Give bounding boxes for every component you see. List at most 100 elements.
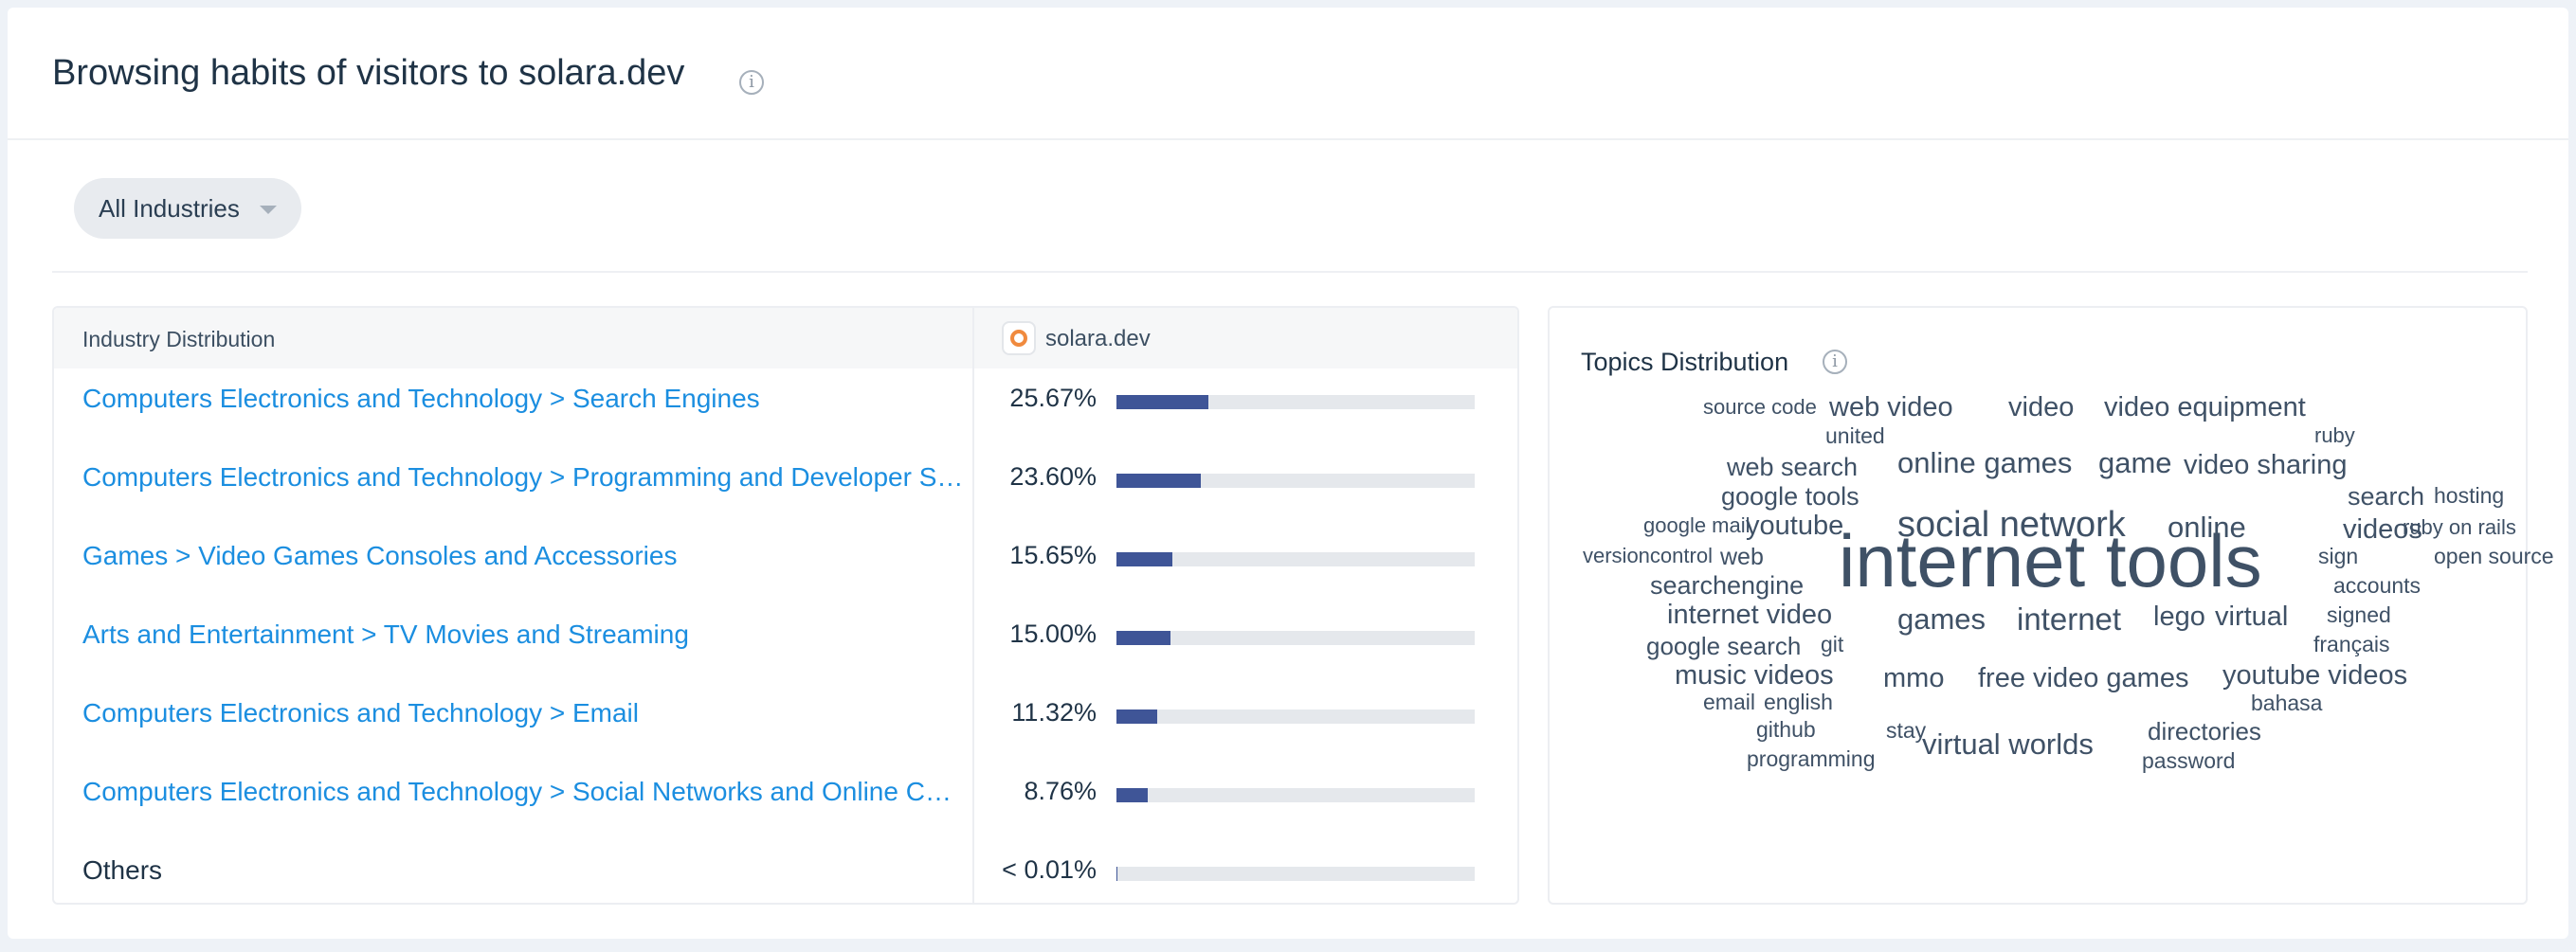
- page-title: Browsing habits of visitors to solara.de…: [52, 53, 685, 93]
- share-bar-track: [1116, 788, 1475, 802]
- site-favicon-icon: [1002, 321, 1036, 355]
- topic-word[interactable]: music videos: [1675, 660, 1834, 691]
- industry-link[interactable]: Games > Video Games Consoles and Accesso…: [82, 541, 678, 570]
- share-bar-track: [1116, 631, 1475, 645]
- table-row: Computers Electronics and Technology > P…: [54, 462, 1517, 541]
- info-icon[interactable]: i: [1823, 350, 1847, 374]
- topic-word[interactable]: searchengine: [1650, 571, 1805, 600]
- table-header: Industry Distribution solara.dev: [54, 308, 1517, 368]
- topic-word[interactable]: hosting: [2434, 483, 2505, 508]
- topic-word[interactable]: accounts: [2333, 573, 2422, 598]
- topic-word[interactable]: united: [1825, 423, 1885, 448]
- share-bar-fill: [1116, 395, 1208, 409]
- share-bar-track: [1116, 710, 1475, 724]
- topic-word[interactable]: lego: [2153, 602, 2205, 632]
- topic-word[interactable]: mmo: [1883, 663, 1945, 693]
- topic-word[interactable]: web search: [1727, 453, 1859, 481]
- topic-word[interactable]: video: [2008, 392, 2075, 422]
- topic-word[interactable]: ruby: [2314, 423, 2355, 447]
- share-percent: < 0.01%: [1002, 855, 1097, 884]
- topic-word[interactable]: virtual: [2215, 602, 2289, 632]
- others-label: Others: [82, 855, 163, 885]
- topics-distribution-panel: Topics Distribution i source code web vid…: [1548, 306, 2554, 905]
- topic-word[interactable]: online games: [1897, 446, 2073, 479]
- topic-word[interactable]: english: [1764, 690, 1833, 714]
- topic-word[interactable]: github: [1756, 717, 1816, 742]
- topic-word[interactable]: sign: [2318, 544, 2359, 568]
- topic-word[interactable]: free video games: [1978, 663, 2189, 693]
- topic-word[interactable]: google tools: [1721, 482, 1859, 511]
- topic-word[interactable]: search: [2348, 482, 2425, 511]
- industry-link[interactable]: Computers Electronics and Technology > S…: [82, 777, 964, 806]
- topic-word[interactable]: email: [1703, 690, 1755, 714]
- topic-word[interactable]: signed: [2327, 602, 2391, 627]
- topic-word[interactable]: google mail: [1643, 513, 1751, 537]
- topic-word[interactable]: source code: [1703, 395, 1817, 419]
- share-bar-fill: [1116, 710, 1157, 724]
- table-row: Computers Electronics and Technology > S…: [54, 777, 1517, 855]
- topic-word[interactable]: virtual worlds: [1922, 727, 2094, 761]
- main-card: Browsing habits of visitors to solara.de…: [8, 8, 2568, 939]
- site-column-header: solara.dev: [1045, 326, 1151, 351]
- topic-word[interactable]: video equipment: [2104, 392, 2306, 422]
- share-percent: 25.67%: [1009, 384, 1097, 412]
- share-percent: 8.76%: [1024, 777, 1097, 805]
- topic-word[interactable]: internet: [2017, 602, 2122, 637]
- info-icon[interactable]: i: [739, 70, 764, 95]
- share-bar-fill: [1116, 631, 1170, 645]
- table-row: Computers Electronics and Technology > E…: [54, 698, 1517, 777]
- table-row: Arts and Entertainment > TV Movies and S…: [54, 620, 1517, 698]
- topic-word[interactable]: web video: [1829, 392, 1953, 422]
- topic-word[interactable]: web: [1720, 544, 1764, 570]
- topic-word[interactable]: open source: [2434, 544, 2554, 568]
- share-percent: 23.60%: [1009, 462, 1097, 491]
- industry-distribution-header: Industry Distribution: [82, 327, 276, 351]
- industry-distribution-panel: Industry Distribution solara.dev Compute…: [52, 306, 1519, 905]
- share-bar-fill: [1116, 788, 1149, 802]
- topic-word[interactable]: videos: [2343, 514, 2422, 545]
- share-percent: 15.00%: [1009, 620, 1097, 648]
- table-row: Others < 0.01%: [54, 855, 1517, 903]
- topic-word[interactable]: games: [1897, 602, 1986, 636]
- card-header: Browsing habits of visitors to solara.de…: [8, 8, 2568, 140]
- table-row: Games > Video Games Consoles and Accesso…: [54, 541, 1517, 620]
- topic-word[interactable]: game: [2098, 446, 2172, 479]
- industry-link[interactable]: Computers Electronics and Technology > E…: [82, 698, 640, 727]
- share-bar-track: [1116, 395, 1475, 409]
- topic-word[interactable]: programming: [1747, 746, 1876, 771]
- share-bar-track: [1116, 552, 1475, 566]
- topic-word[interactable]: social network: [1897, 505, 2126, 545]
- industry-link[interactable]: Arts and Entertainment > TV Movies and S…: [82, 620, 689, 649]
- topic-word[interactable]: versioncontrol: [1583, 544, 1713, 567]
- industry-filter-dropdown[interactable]: All Industries: [74, 178, 301, 239]
- industry-filter-label: All Industries: [99, 194, 240, 223]
- share-bar-track: [1116, 474, 1475, 488]
- table-row: Computers Electronics and Technology > S…: [54, 384, 1517, 462]
- topic-word[interactable]: video sharing: [2184, 450, 2348, 480]
- industry-link[interactable]: Computers Electronics and Technology > P…: [82, 462, 964, 492]
- chevron-down-icon: [260, 206, 277, 214]
- topics-title: Topics Distribution: [1581, 348, 1789, 376]
- share-bar-track: [1116, 867, 1475, 881]
- topic-word[interactable]: stay: [1886, 718, 1927, 743]
- share-percent: 15.65%: [1009, 541, 1097, 569]
- topic-word[interactable]: ruby on rails: [2403, 515, 2516, 539]
- share-bar-fill: [1116, 867, 1118, 881]
- topic-word[interactable]: français: [2313, 632, 2390, 656]
- topic-word[interactable]: internet video: [1667, 600, 1833, 630]
- share-bar-fill: [1116, 474, 1202, 488]
- topic-word[interactable]: internet tools: [1839, 519, 2262, 602]
- divider: [52, 271, 2528, 273]
- topic-word[interactable]: bahasa: [2251, 691, 2323, 715]
- topic-word[interactable]: youtube videos: [2222, 660, 2408, 691]
- topics-word-cloud: source code web video video video equipment…: [1550, 308, 2554, 903]
- topic-word[interactable]: youtube: [1746, 511, 1844, 541]
- topic-word[interactable]: online: [2168, 511, 2246, 544]
- topic-word[interactable]: git: [1821, 632, 1844, 656]
- topic-word[interactable]: directories: [2148, 717, 2261, 745]
- column-separator: [972, 308, 974, 903]
- topic-word[interactable]: password: [2142, 748, 2236, 773]
- share-bar-fill: [1116, 552, 1173, 566]
- topic-word[interactable]: google search: [1646, 632, 1802, 660]
- industry-link[interactable]: Computers Electronics and Technology > S…: [82, 384, 760, 413]
